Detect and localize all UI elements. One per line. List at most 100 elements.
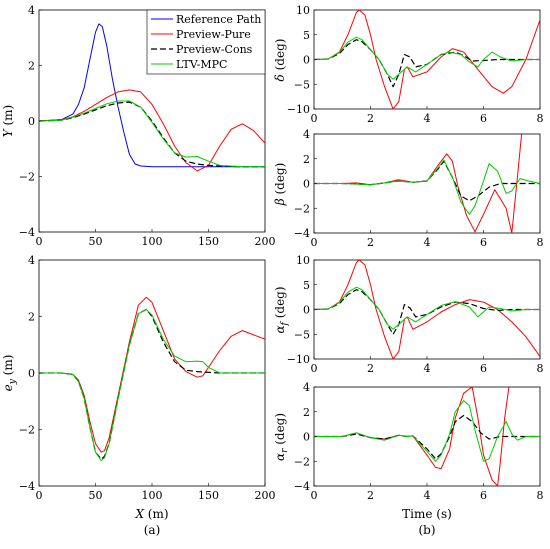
y-tick-label: 10: [296, 4, 310, 17]
series-line-pure: [39, 296, 265, 453]
series-layer: [314, 134, 540, 233]
series-line-cons: [314, 39, 540, 88]
x-tick-label: 150: [198, 489, 219, 502]
x-tick-label: 6: [480, 489, 487, 502]
y-tick-label: −10: [287, 103, 310, 116]
series-layer: [314, 260, 540, 359]
y-tick-label: −4: [19, 226, 35, 239]
x-tick-label: 100: [142, 489, 163, 502]
y-tick-label: −2: [19, 424, 35, 437]
x-tick-label: 200: [255, 489, 276, 502]
legend: Reference Path Preview-Pure Preview-Cons…: [146, 9, 266, 75]
series-line-ref: [39, 23, 265, 168]
tick-layer: 0 2 4 6 8 −10 −5 0 5 10: [287, 4, 544, 125]
y-tick-label: 0: [28, 367, 35, 380]
x-tick-label: 2: [367, 362, 374, 375]
y-tick-label: 0: [303, 178, 310, 191]
x-tick-label: 200: [255, 235, 276, 248]
y-tick-label: 2: [303, 406, 310, 419]
y-axis-label: αf (deg): [273, 286, 290, 333]
series-line-pure: [314, 260, 540, 359]
x-tick-label: 4: [424, 236, 431, 249]
y-tick-label: −2: [294, 455, 310, 468]
y-tick-label: 0: [28, 115, 35, 128]
x-tick-label: 0: [36, 235, 43, 248]
x-tick-label: 100: [142, 235, 163, 248]
y-tick-label: 5: [303, 29, 310, 42]
y-tick-label: 4: [303, 381, 310, 394]
y-tick-label: −4: [19, 480, 35, 493]
y-tick-label: 10: [296, 254, 310, 267]
x-tick-label: 50: [89, 235, 103, 248]
y-axis-label: δ (deg): [273, 39, 287, 82]
x-tick-label: 8: [537, 362, 544, 375]
legend-label-cons: Preview-Cons: [176, 43, 253, 56]
tick-layer: 0 50 100 150 200 −4 −2 0 2 4: [19, 254, 276, 502]
y-tick-label: 2: [303, 153, 310, 166]
series-layer: [39, 296, 265, 462]
legend-label-pure: Preview-Pure: [176, 28, 251, 41]
panel-alphar-vs-t: 0 2 4 6 8 −4 −2 0 2 4 αr (deg) Time (s) (b): [273, 381, 544, 537]
x-tick-label: 6: [480, 362, 487, 375]
series-line-mpc: [314, 286, 540, 330]
y-tick-label: 0: [303, 54, 310, 67]
y-tick-label: 2: [28, 60, 35, 73]
y-tick-label: 4: [303, 128, 310, 141]
y-tick-label: −5: [294, 78, 310, 91]
y-tick-label: 2: [28, 311, 35, 324]
series-line-mpc: [39, 308, 265, 462]
legend-label-mpc: LTV-MPC: [176, 58, 227, 71]
tick-layer: 0 2 4 6 8 −4 −2 0 2 4: [294, 381, 544, 502]
x-tick-label: 150: [198, 235, 219, 248]
x-tick-label: 4: [424, 489, 431, 502]
tick-layer: 0 2 4 6 8 −10 −5 0 5 10: [287, 254, 544, 375]
x-tick-label: 0: [36, 489, 43, 502]
legend-label-reference: Reference Path: [176, 13, 261, 26]
legend-box: [146, 9, 266, 75]
y-axis-label: ey (m): [1, 355, 18, 392]
series-line-mpc: [314, 159, 540, 215]
x-tick-label: 0: [311, 112, 318, 125]
x-tick-label: 2: [367, 112, 374, 125]
x-tick-label: 8: [537, 489, 544, 502]
x-axis-label: Time (s): [402, 507, 452, 521]
series-line-cons: [39, 101, 265, 168]
x-tick-label: 6: [480, 236, 487, 249]
series-line-mpc: [314, 36, 540, 80]
y-axis-label: β (deg): [273, 163, 287, 207]
panel-alphaf-vs-t: 0 2 4 6 8 −10 −5 0 5 10 αf (deg): [273, 254, 544, 375]
x-tick-label: 8: [537, 236, 544, 249]
x-tick-label: 0: [311, 489, 318, 502]
x-tick-label: 4: [424, 112, 431, 125]
x-tick-label: 8: [537, 112, 544, 125]
x-tick-label: 6: [480, 112, 487, 125]
y-tick-label: −4: [294, 227, 310, 240]
x-tick-label: 4: [424, 362, 431, 375]
series-layer: [314, 10, 540, 109]
x-tick-label: 0: [311, 362, 318, 375]
x-tick-label: 0: [311, 236, 318, 249]
series-layer: [39, 23, 265, 172]
series-line-mpc: [314, 400, 540, 462]
x-axis-label: X (m): [134, 507, 168, 521]
y-tick-label: −10: [287, 353, 310, 366]
series-line-mpc: [39, 100, 265, 168]
series-layer: [314, 387, 540, 486]
y-tick-label: −2: [294, 202, 310, 215]
y-tick-label: 4: [28, 4, 35, 17]
series-line-cons: [314, 289, 540, 335]
y-tick-label: −4: [294, 480, 310, 493]
panel-y-vs-x: 0 50 100 150 200 −4 −2 0 2 4 Y (m) Reference Path…: [1, 4, 276, 248]
y-tick-label: 0: [303, 431, 310, 444]
caption-b: (b): [418, 523, 435, 537]
panel-beta-vs-t: 0 2 4 6 8 −4 −2 0 2 4 β (deg): [273, 128, 544, 249]
tick-layer: 0 50 100 150 200 −4 −2 0 2 4: [19, 4, 276, 248]
x-tick-label: 2: [367, 236, 374, 249]
tick-layer: 0 2 4 6 8 −4 −2 0 2 4: [294, 128, 544, 249]
panel-ey-vs-x: 0 50 100 150 200 −4 −2 0 2 4 ey (m) X (m) (a): [1, 254, 276, 537]
y-tick-label: 0: [303, 304, 310, 317]
plot-frame: [313, 259, 541, 360]
caption-a: (a): [144, 523, 161, 537]
y-tick-label: 5: [303, 279, 310, 292]
